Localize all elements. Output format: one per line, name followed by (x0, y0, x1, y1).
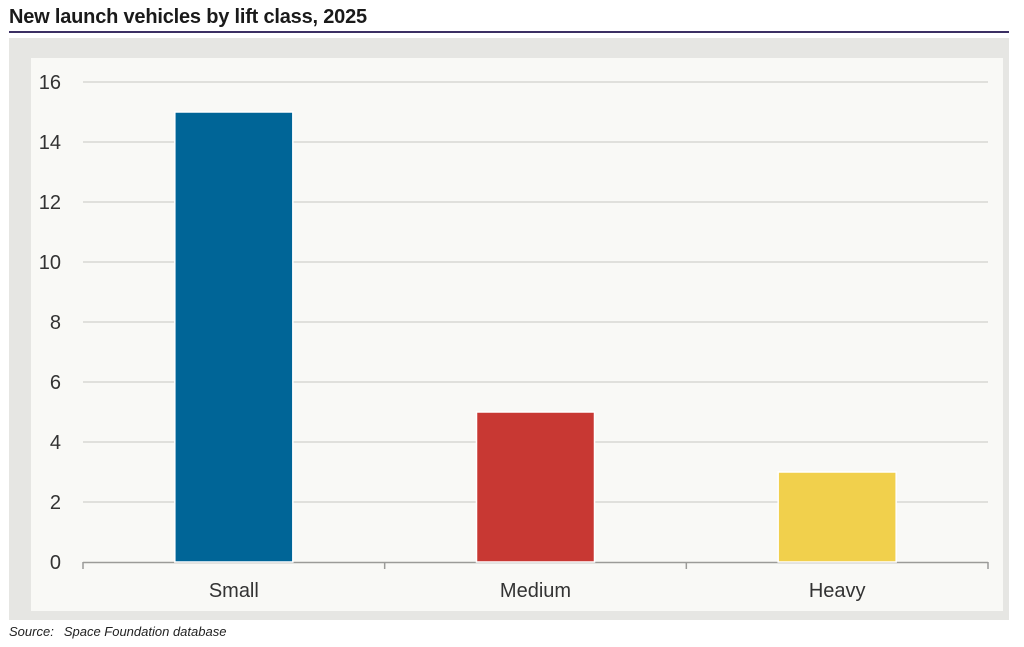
title-rule (9, 31, 1009, 33)
bar-medium (475, 411, 596, 563)
source-label: Source: (9, 624, 54, 639)
x-tick-label: Small (209, 580, 259, 602)
chart-title: New launch vehicles by lift class, 2025 (9, 6, 367, 28)
x-tick-label: Medium (500, 580, 571, 602)
bar-chart: 0 2 4 6 8 10 12 14 16 Small Medium Heavy (39, 72, 989, 602)
x-tick-label: Heavy (809, 580, 866, 602)
y-tick-label: 4 (50, 432, 61, 454)
y-tick-label: 2 (50, 492, 61, 514)
y-tick-label: 14 (39, 132, 61, 154)
y-tick-label: 8 (50, 312, 61, 334)
bar-small (174, 111, 294, 563)
y-tick-label: 16 (39, 72, 61, 94)
y-tick-label: 6 (50, 372, 61, 394)
bar-heavy (777, 471, 897, 563)
source-note: Source: Space Foundation database (9, 624, 226, 639)
y-tick-label: 12 (39, 192, 61, 214)
y-tick-label: 10 (39, 252, 61, 274)
source-text: Space Foundation database (63, 624, 227, 639)
y-tick-label: 0 (50, 552, 61, 574)
